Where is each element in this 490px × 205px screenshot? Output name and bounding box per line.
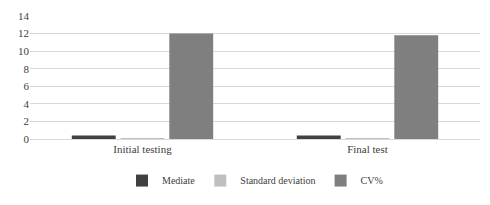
svg-text:6: 6: [24, 80, 30, 92]
svg-text:14: 14: [18, 10, 30, 22]
svg-text:12: 12: [18, 27, 29, 39]
svg-text:4: 4: [24, 98, 30, 110]
svg-text:10: 10: [18, 45, 30, 57]
svg-text:Final test: Final test: [347, 143, 388, 155]
svg-text:Mediate: Mediate: [162, 175, 195, 186]
svg-text:Initial testing: Initial testing: [113, 143, 172, 155]
svg-text:Standard deviation: Standard deviation: [240, 175, 315, 186]
svg-text:8: 8: [24, 63, 30, 75]
svg-text:0: 0: [24, 133, 30, 145]
svg-text:CV%: CV%: [361, 175, 383, 186]
svg-text:2: 2: [24, 115, 30, 127]
